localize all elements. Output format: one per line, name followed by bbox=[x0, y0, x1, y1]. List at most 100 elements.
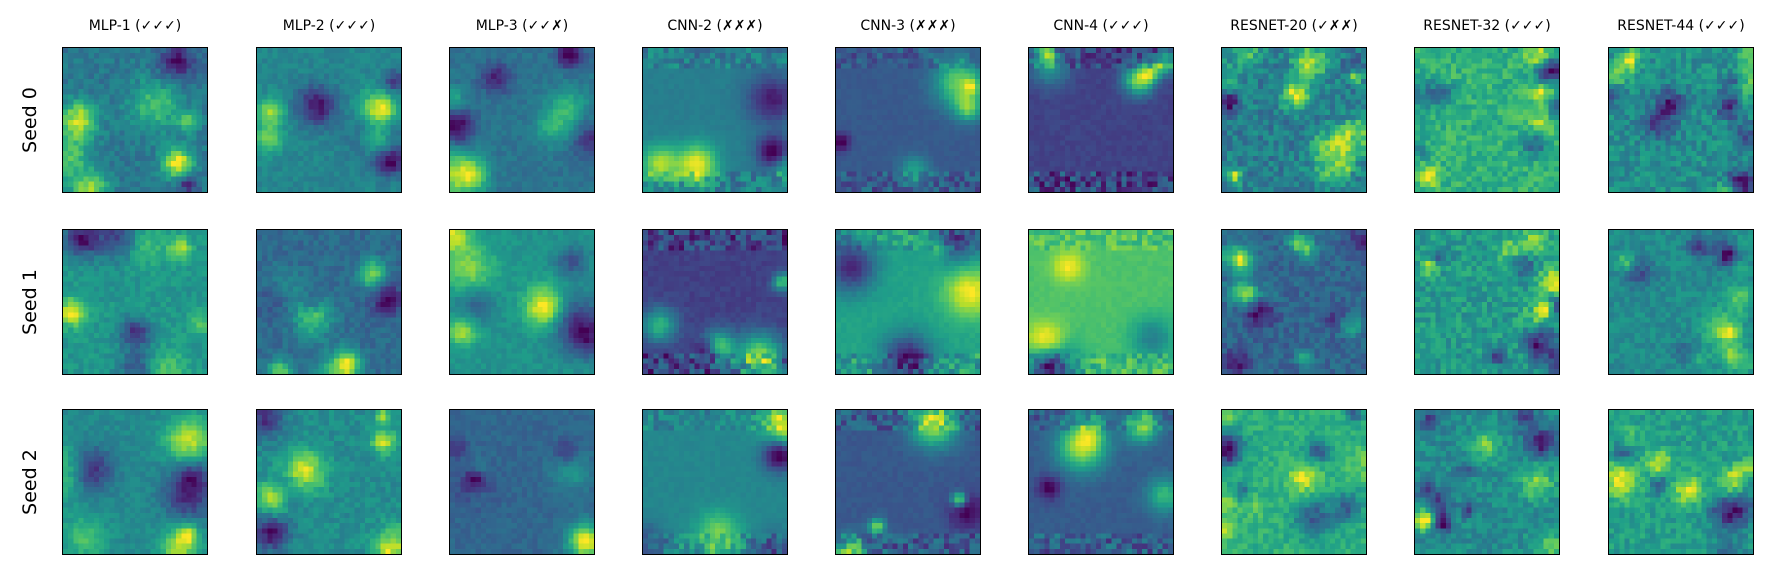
heatmap-cell bbox=[913, 186, 919, 192]
heatmap-cell bbox=[938, 140, 945, 146]
heatmap-cell bbox=[73, 156, 79, 162]
heatmap-cell bbox=[104, 94, 110, 100]
heatmap-cell bbox=[150, 161, 156, 167]
heatmap-cell bbox=[359, 125, 366, 131]
heatmap-cell bbox=[730, 104, 736, 110]
heatmap-cell bbox=[1126, 84, 1132, 90]
heatmap-cell bbox=[720, 63, 726, 69]
heatmap-cell bbox=[694, 78, 700, 85]
heatmap-cell bbox=[339, 99, 345, 105]
heatmap-cell bbox=[1278, 89, 1284, 95]
heatmap-cell bbox=[145, 145, 151, 151]
heatmap-cell bbox=[334, 89, 340, 95]
heatmap-cell bbox=[969, 89, 975, 95]
heatmap-cell bbox=[104, 140, 110, 146]
heatmap-cell bbox=[99, 104, 105, 110]
heatmap-cell bbox=[771, 114, 777, 121]
heatmap-cell bbox=[933, 186, 939, 192]
heatmap-cell bbox=[272, 109, 278, 115]
heatmap-cell bbox=[745, 150, 752, 157]
heatmap-cell bbox=[460, 104, 466, 110]
heatmap-cell bbox=[578, 186, 584, 192]
heatmap-cell bbox=[704, 68, 710, 74]
heatmap-cell bbox=[892, 94, 898, 100]
heatmap-cell bbox=[563, 84, 569, 90]
heatmap-cell bbox=[308, 166, 314, 172]
heatmap-cell bbox=[1121, 114, 1127, 121]
heatmap-cell bbox=[354, 130, 360, 136]
heatmap-cell bbox=[866, 161, 873, 167]
heatmap-cell bbox=[558, 68, 564, 74]
heatmap-cell bbox=[349, 48, 355, 54]
heatmap-cell bbox=[303, 104, 309, 110]
heatmap-cell bbox=[964, 145, 970, 151]
heatmap-cell bbox=[689, 186, 695, 192]
heatmap-cell bbox=[887, 78, 893, 85]
heatmap-cell bbox=[522, 181, 528, 187]
heatmap-cell bbox=[501, 125, 507, 131]
heatmap-cell bbox=[527, 48, 533, 54]
heatmap-cell bbox=[653, 176, 659, 182]
heatmap-cell bbox=[573, 114, 579, 121]
heatmap-cell bbox=[365, 176, 371, 182]
heatmap-cell bbox=[1059, 109, 1066, 115]
heatmap-cell bbox=[93, 58, 100, 64]
heatmap-cell bbox=[370, 150, 376, 157]
heatmap-cell bbox=[643, 120, 649, 126]
heatmap-cell bbox=[872, 114, 878, 121]
heatmap-cell bbox=[1345, 58, 1351, 64]
heatmap-cell bbox=[277, 63, 283, 69]
heatmap-cell bbox=[359, 73, 366, 79]
heatmap-cell bbox=[583, 130, 589, 136]
heatmap-cell bbox=[923, 125, 929, 131]
heatmap-cell bbox=[1111, 78, 1117, 85]
heatmap-cell bbox=[129, 120, 136, 126]
heatmap-cell bbox=[1157, 89, 1163, 95]
heatmap-cell bbox=[918, 181, 924, 187]
heatmap-cell bbox=[756, 125, 762, 131]
heatmap-cell bbox=[1288, 58, 1295, 64]
heatmap-cell bbox=[370, 73, 376, 79]
heatmap-cell bbox=[359, 120, 366, 126]
heatmap-cell bbox=[522, 166, 528, 172]
heatmap-cell bbox=[1039, 120, 1045, 126]
heatmap-cell bbox=[583, 161, 589, 167]
heatmap-cell bbox=[959, 89, 965, 95]
heatmap-cell bbox=[648, 94, 654, 100]
heatmap-cell bbox=[699, 176, 705, 182]
heatmap-cell bbox=[1111, 48, 1117, 54]
heatmap-cell bbox=[887, 68, 893, 74]
heatmap-cell bbox=[313, 130, 319, 136]
heatmap-cell bbox=[679, 171, 685, 177]
heatmap-cell bbox=[1167, 171, 1173, 177]
heatmap-cell bbox=[496, 171, 502, 177]
heatmap-cell bbox=[568, 89, 574, 95]
heatmap-cell bbox=[938, 94, 945, 100]
heatmap-cell bbox=[872, 186, 878, 192]
heatmap-cell bbox=[583, 84, 589, 90]
heatmap-cell bbox=[1268, 89, 1274, 95]
heatmap-cell bbox=[334, 156, 340, 162]
heatmap-cell bbox=[776, 99, 782, 105]
heatmap-cell bbox=[974, 78, 980, 85]
heatmap-cell bbox=[725, 58, 731, 64]
heatmap-cell bbox=[501, 99, 507, 105]
heatmap-cell bbox=[486, 78, 492, 85]
heatmap-cell bbox=[1039, 68, 1045, 74]
heatmap-cell bbox=[568, 48, 574, 54]
heatmap-cell bbox=[745, 68, 752, 74]
heatmap-cell bbox=[537, 171, 543, 177]
heatmap-cell bbox=[1242, 73, 1248, 79]
heatmap-cell bbox=[1106, 181, 1112, 187]
heatmap-cell bbox=[1059, 156, 1066, 162]
heatmap-cell bbox=[959, 94, 965, 100]
heatmap-cell bbox=[1039, 73, 1045, 79]
heatmap-cell bbox=[720, 114, 726, 121]
heatmap-cell bbox=[293, 114, 299, 121]
heatmap-cell bbox=[933, 156, 939, 162]
heatmap-cell bbox=[344, 114, 350, 121]
heatmap-cell bbox=[1147, 176, 1153, 182]
heatmap-cell bbox=[1242, 58, 1248, 64]
heatmap-cell bbox=[145, 68, 151, 74]
heatmap-cell bbox=[928, 63, 934, 69]
